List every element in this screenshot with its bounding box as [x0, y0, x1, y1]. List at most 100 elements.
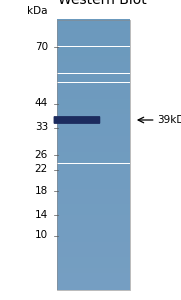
- Bar: [57, 76, 130, 77]
- Bar: [57, 196, 130, 197]
- Bar: [57, 66, 130, 67]
- Bar: [57, 234, 130, 235]
- Bar: [57, 38, 130, 39]
- Bar: [57, 260, 130, 261]
- Bar: [57, 101, 130, 102]
- Bar: [57, 146, 130, 147]
- Bar: [57, 175, 130, 176]
- Bar: [57, 177, 130, 178]
- Bar: [57, 52, 130, 53]
- Bar: [57, 167, 130, 168]
- Bar: [57, 264, 130, 265]
- Text: 70: 70: [35, 41, 48, 52]
- Bar: [57, 207, 130, 208]
- Bar: [57, 153, 130, 154]
- Bar: [57, 56, 130, 57]
- Bar: [57, 287, 130, 288]
- Bar: [57, 252, 130, 253]
- Bar: [57, 205, 130, 206]
- Bar: [57, 242, 130, 243]
- Bar: [57, 223, 130, 224]
- Bar: [57, 157, 130, 158]
- Bar: [57, 275, 130, 276]
- Bar: [57, 166, 130, 167]
- Bar: [57, 148, 130, 149]
- Bar: [57, 100, 130, 101]
- Bar: [57, 269, 130, 270]
- Bar: [57, 134, 130, 135]
- Bar: [57, 202, 130, 203]
- Bar: [57, 280, 130, 281]
- Bar: [57, 58, 130, 59]
- Bar: [57, 261, 130, 262]
- Bar: [57, 245, 130, 246]
- Bar: [57, 239, 130, 240]
- Bar: [57, 189, 130, 190]
- Bar: [57, 136, 130, 137]
- Bar: [57, 131, 130, 132]
- Bar: [57, 107, 130, 108]
- Bar: [57, 20, 130, 21]
- Bar: [57, 120, 130, 121]
- Bar: [57, 82, 130, 83]
- Bar: [57, 187, 130, 188]
- Text: 26: 26: [35, 149, 48, 160]
- Bar: [57, 215, 130, 216]
- Bar: [57, 109, 130, 110]
- Text: 33: 33: [35, 122, 48, 133]
- Bar: [57, 247, 130, 248]
- Bar: [57, 214, 130, 215]
- Bar: [57, 186, 130, 187]
- Bar: [57, 118, 130, 119]
- Bar: [57, 284, 130, 285]
- Bar: [57, 165, 130, 166]
- Bar: [57, 70, 130, 71]
- Bar: [57, 169, 130, 170]
- Bar: [57, 74, 130, 75]
- Bar: [57, 279, 130, 280]
- Bar: [57, 50, 130, 51]
- Bar: [57, 90, 130, 91]
- Bar: [57, 103, 130, 104]
- Bar: [57, 180, 130, 181]
- Bar: [57, 164, 130, 165]
- Bar: [57, 71, 130, 72]
- Bar: [57, 26, 130, 27]
- Bar: [57, 282, 130, 283]
- Bar: [57, 25, 130, 26]
- Bar: [57, 228, 130, 229]
- Bar: [57, 163, 130, 164]
- Bar: [57, 88, 130, 89]
- Bar: [57, 115, 130, 116]
- Bar: [57, 84, 130, 85]
- Bar: [57, 82, 130, 83]
- Bar: [57, 29, 130, 30]
- Bar: [57, 23, 130, 24]
- Bar: [57, 133, 130, 134]
- Bar: [57, 154, 130, 155]
- Bar: [57, 124, 130, 125]
- Bar: [57, 114, 130, 115]
- Bar: [57, 128, 130, 129]
- Bar: [57, 111, 130, 112]
- Bar: [57, 129, 130, 130]
- Bar: [57, 125, 130, 126]
- Bar: [57, 159, 130, 160]
- Bar: [57, 191, 130, 192]
- Bar: [57, 57, 130, 58]
- Bar: [57, 127, 130, 128]
- Bar: [57, 96, 130, 97]
- Text: 39kDa: 39kDa: [157, 115, 181, 125]
- Bar: [57, 86, 130, 87]
- Bar: [57, 179, 130, 180]
- Bar: [57, 91, 130, 92]
- Bar: [57, 268, 130, 269]
- Bar: [57, 93, 130, 94]
- Bar: [57, 254, 130, 255]
- Bar: [57, 77, 130, 78]
- Bar: [57, 255, 130, 256]
- Text: 14: 14: [35, 209, 48, 220]
- Bar: [57, 36, 130, 37]
- Bar: [57, 59, 130, 60]
- Bar: [57, 174, 130, 175]
